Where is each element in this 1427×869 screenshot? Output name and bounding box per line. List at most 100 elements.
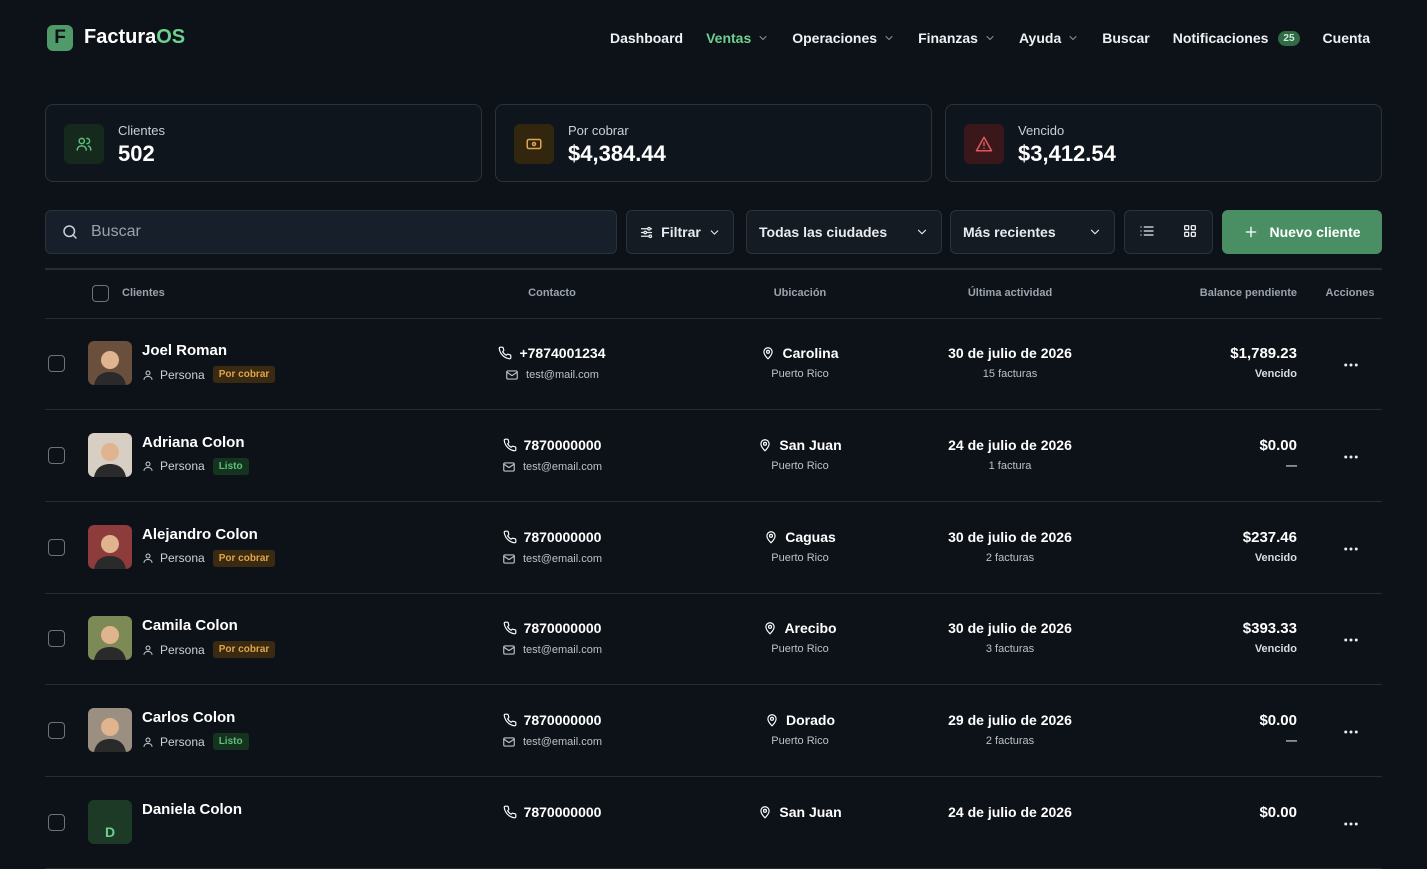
- client-row[interactable]: Carlos Colon Persona Listo 7870000000 test@e…: [45, 685, 1382, 778]
- table-top-line: [45, 268, 1382, 270]
- avatar: [88, 432, 132, 477]
- row-checkbox[interactable]: [48, 538, 65, 556]
- list-view-button[interactable]: [1139, 223, 1155, 242]
- city: Dorado: [680, 712, 920, 728]
- balance: $393.33: [1242, 620, 1297, 638]
- client-meta: Persona Por cobrar: [142, 549, 276, 567]
- pin-icon: [763, 621, 777, 635]
- phone: 7870000000: [432, 804, 672, 820]
- row-divider: [45, 500, 1382, 502]
- more-icon: [1342, 540, 1360, 558]
- email: test@email.com: [432, 460, 672, 474]
- select-all-checkbox[interactable]: [92, 285, 109, 302]
- nav-item[interactable]: Ventas: [706, 30, 769, 46]
- nav-item[interactable]: Buscar: [1102, 30, 1149, 46]
- sort-select[interactable]: Más recientes: [950, 210, 1115, 254]
- actions-button[interactable]: [1342, 448, 1360, 471]
- email-text: test@email.com: [522, 736, 603, 749]
- phone-icon: [503, 621, 517, 635]
- column-header: Acciones: [1325, 287, 1375, 299]
- nav-item[interactable]: Operaciones: [792, 30, 895, 46]
- actions-button[interactable]: [1342, 540, 1360, 563]
- city-text: Caguas: [785, 528, 836, 545]
- city: Caguas: [680, 529, 920, 545]
- new-client-button[interactable]: Nuevo cliente: [1222, 210, 1382, 254]
- actions-button[interactable]: [1342, 356, 1360, 379]
- more-icon: [1342, 815, 1360, 833]
- nav-item[interactable]: Finanzas: [918, 30, 996, 46]
- chevron: [883, 32, 895, 44]
- stat-value: $4,384.44: [568, 141, 666, 166]
- client-row[interactable]: D Daniela Colon 7870000000 San Juan 24 de ju…: [45, 777, 1382, 869]
- client-type: Persona: [160, 459, 205, 474]
- person-icon: [142, 460, 154, 472]
- avatar-photo: [94, 351, 126, 385]
- avatar-photo: [94, 442, 126, 477]
- stat-icon: [514, 124, 554, 164]
- pin-icon: [758, 805, 772, 819]
- nav-item[interactable]: Cuenta: [1323, 30, 1370, 46]
- search-box[interactable]: Buscar: [45, 210, 617, 254]
- nav-label: Buscar: [1102, 30, 1150, 46]
- chevron: [1088, 225, 1102, 239]
- balance: $0.00: [1259, 712, 1297, 730]
- column-header: Ubicación: [773, 287, 827, 299]
- filter-button[interactable]: Filtrar: [626, 210, 734, 254]
- email: test@email.com: [432, 552, 672, 566]
- avatar-initial: D: [88, 800, 132, 844]
- client-row[interactable]: Joel Roman Persona Por cobrar +7874001234 te…: [45, 318, 1382, 410]
- phone: 7870000000: [432, 712, 672, 728]
- page: FacturaOS *{box-sizing:border-box} html,…: [45, 25, 1382, 869]
- chevron: [915, 225, 929, 239]
- email: test@email.com: [432, 735, 672, 749]
- last-activity: 24 de julio de 2026: [948, 804, 1072, 820]
- email-text: test@email.com: [522, 552, 603, 565]
- icon: [975, 135, 993, 153]
- email: test@email.com: [432, 643, 672, 657]
- balance-status: Vencido: [1254, 643, 1297, 656]
- phone-icon: [503, 530, 517, 544]
- actions-button[interactable]: [1342, 631, 1360, 654]
- pin-icon: [765, 713, 779, 727]
- stat-label: Clientes: [118, 123, 165, 138]
- app: {"header":{"logo_mark":"F","logo_text":"…: [45, 25, 1382, 869]
- nav-label: Ayuda: [1018, 30, 1062, 46]
- row-checkbox[interactable]: [48, 446, 65, 464]
- chevron: [984, 32, 996, 44]
- sort-label: Más recientes: [963, 224, 1056, 240]
- client-row[interactable]: Alejandro Colon Persona Por cobrar 78700000…: [45, 502, 1382, 594]
- more-icon: [1342, 448, 1360, 466]
- email-text: test@email.com: [522, 644, 603, 657]
- plus-icon: [1243, 224, 1259, 240]
- avatar-photo: [94, 534, 126, 569]
- row-checkbox[interactable]: [48, 814, 65, 831]
- logo-mark: F: [47, 25, 73, 51]
- grid-view-button[interactable]: [1182, 223, 1198, 242]
- status-badge: Por cobrar: [212, 366, 276, 383]
- search-placeholder: Buscar: [91, 223, 141, 240]
- client-name: Daniela Colon: [142, 801, 243, 818]
- actions-button[interactable]: [1342, 723, 1360, 746]
- nav-item[interactable]: Notificaciones 25: [1173, 30, 1300, 46]
- city-text: San Juan: [779, 436, 842, 453]
- client-name: Joel Roman: [142, 342, 228, 359]
- client-name: Camila Colon: [142, 617, 238, 635]
- row-checkbox[interactable]: [48, 630, 65, 648]
- stat-icon: [64, 124, 104, 164]
- row-checkbox[interactable]: [48, 355, 65, 372]
- client-row[interactable]: Camila Colon Persona Por cobrar 7870000000 t…: [45, 593, 1382, 686]
- nav-item[interactable]: Dashboard: [610, 30, 683, 46]
- phone: +7874001234: [432, 345, 672, 361]
- client-row[interactable]: Adriana Colon Persona Listo 7870000000 test@…: [45, 410, 1382, 502]
- city-text: Carolina: [782, 345, 839, 361]
- phone: 7870000000: [432, 529, 672, 545]
- phone-icon: [503, 438, 517, 452]
- actions-button[interactable]: [1342, 815, 1360, 838]
- nav-label: Dashboard: [609, 30, 684, 46]
- stat-card: Clientes 502: [45, 104, 482, 182]
- country: Puerto Rico: [771, 643, 829, 656]
- row-checkbox[interactable]: [48, 722, 65, 740]
- city-select[interactable]: Todas las ciudades: [746, 210, 942, 254]
- notifications-badge: 25: [1278, 30, 1300, 46]
- nav-item[interactable]: Ayuda: [1019, 30, 1079, 46]
